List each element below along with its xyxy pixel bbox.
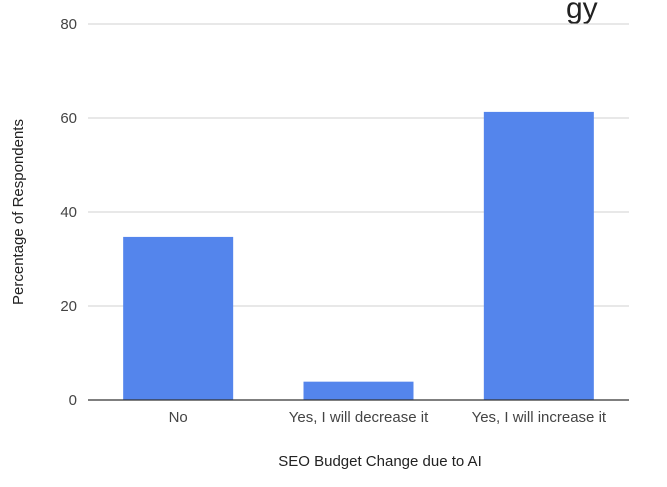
y-tick-label: 0 xyxy=(69,392,77,409)
y-tick-label: 80 xyxy=(60,16,77,33)
bar xyxy=(303,381,414,400)
x-tick-label: Yes, I will increase it xyxy=(472,409,607,426)
bar xyxy=(483,111,594,400)
y-tick-label: 40 xyxy=(60,204,77,221)
y-tick-label: 60 xyxy=(60,110,77,127)
bars xyxy=(123,111,594,400)
chart-title-fragment: gy xyxy=(566,0,598,25)
x-tick-label: Yes, I will decrease it xyxy=(289,409,429,426)
x-tick-label: No xyxy=(169,409,188,426)
y-axis-title: Percentage of Respondents xyxy=(10,119,27,305)
x-axis-title: SEO Budget Change due to AI xyxy=(278,453,481,470)
bar xyxy=(123,236,234,400)
y-tick-label: 20 xyxy=(60,298,77,315)
y-axis-ticks: 0 20 40 60 80 xyxy=(60,16,77,409)
x-axis-ticks: No Yes, I will decrease it Yes, I will inc… xyxy=(169,409,607,426)
